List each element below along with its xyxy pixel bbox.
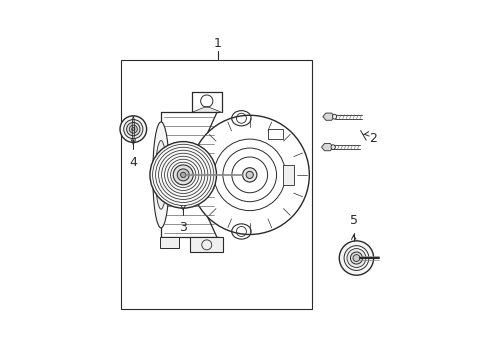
Text: 2: 2 bbox=[369, 132, 377, 145]
Circle shape bbox=[180, 172, 186, 177]
Circle shape bbox=[177, 169, 189, 181]
Bar bbox=[268, 129, 283, 139]
Bar bbox=[121, 60, 312, 309]
Ellipse shape bbox=[331, 145, 335, 149]
Circle shape bbox=[243, 168, 257, 182]
Ellipse shape bbox=[153, 122, 170, 228]
Circle shape bbox=[126, 122, 140, 136]
Text: 5: 5 bbox=[350, 214, 358, 227]
Text: 1: 1 bbox=[214, 37, 222, 50]
Text: 3: 3 bbox=[179, 221, 187, 234]
Circle shape bbox=[132, 127, 135, 131]
Text: 4: 4 bbox=[129, 156, 137, 169]
Bar bbox=[160, 237, 179, 248]
Circle shape bbox=[353, 255, 360, 261]
Circle shape bbox=[173, 165, 193, 185]
Circle shape bbox=[246, 171, 253, 179]
Circle shape bbox=[347, 248, 366, 267]
Bar bbox=[283, 165, 294, 185]
Ellipse shape bbox=[333, 114, 337, 119]
Bar bbox=[190, 237, 223, 252]
Circle shape bbox=[150, 141, 217, 208]
Circle shape bbox=[339, 241, 374, 275]
Circle shape bbox=[350, 252, 363, 264]
Circle shape bbox=[129, 125, 137, 133]
Polygon shape bbox=[323, 113, 335, 120]
Ellipse shape bbox=[155, 140, 167, 209]
Circle shape bbox=[124, 120, 143, 139]
Circle shape bbox=[120, 116, 147, 143]
Polygon shape bbox=[321, 144, 333, 151]
Polygon shape bbox=[192, 106, 222, 112]
